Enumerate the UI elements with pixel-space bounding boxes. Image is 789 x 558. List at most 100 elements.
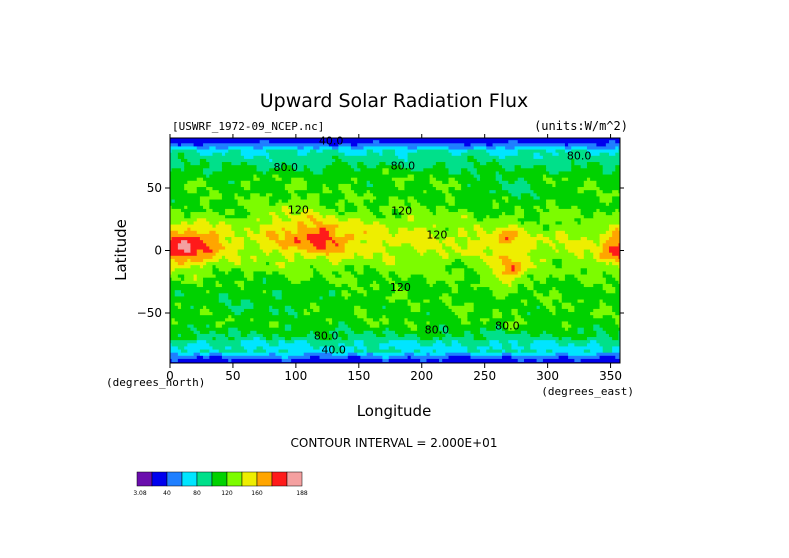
- heatmap-cell: [454, 198, 494, 203]
- heatmap-cell: [193, 277, 198, 281]
- heatmap-cell: [265, 170, 314, 175]
- heatmap-cell: [344, 211, 374, 216]
- heatmap-cell: [536, 305, 541, 309]
- heatmap-cell: [379, 283, 396, 288]
- heatmap-cell: [225, 245, 245, 250]
- heatmap-cell: [278, 214, 289, 219]
- heatmap-cell: [388, 355, 409, 359]
- heatmap-cell: [247, 277, 254, 281]
- heatmap-cell: [184, 292, 220, 297]
- heatmap-cell: [190, 327, 198, 331]
- heatmap-cell: [237, 248, 264, 253]
- heatmap-cell: [325, 255, 355, 259]
- heatmap-cell: [363, 270, 380, 275]
- heatmap-cell: [426, 248, 437, 253]
- heatmap-cell: [350, 270, 358, 275]
- heatmap-cell: [479, 327, 487, 331]
- heatmap-cell: [366, 148, 374, 153]
- heatmap-cell: [240, 180, 251, 184]
- heatmap-cell: [171, 270, 214, 275]
- heatmap-cell: [546, 305, 557, 309]
- heatmap-cell: [388, 242, 402, 247]
- heatmap-cell: [347, 161, 358, 166]
- heatmap-cell: [231, 239, 245, 244]
- heatmap-cell: [602, 314, 613, 319]
- heatmap-cell: [376, 164, 402, 169]
- heatmap-cell: [605, 142, 620, 147]
- heatmap-cell: [212, 267, 220, 272]
- heatmap-cell: [454, 311, 468, 316]
- heatmap-cell: [269, 323, 280, 328]
- heatmap-cell: [505, 295, 538, 300]
- heatmap-cell: [586, 148, 620, 153]
- heatmap-cell: [335, 230, 365, 234]
- heatmap-cell: [615, 311, 620, 316]
- heatmap-cell: [316, 267, 346, 272]
- heatmap-cell: [429, 180, 443, 184]
- heatmap-cell: [498, 170, 550, 175]
- heatmap-cell: [533, 189, 579, 194]
- heatmap-cell: [445, 333, 453, 338]
- heatmap-cell: [297, 148, 311, 153]
- heatmap-cell: [338, 142, 352, 147]
- heatmap-cell: [281, 164, 292, 169]
- heatmap-cell: [382, 255, 396, 259]
- heatmap-cell: [398, 333, 406, 338]
- heatmap-cell: [432, 348, 437, 353]
- heatmap-cell: [417, 198, 446, 203]
- heatmap-cell: [542, 239, 553, 244]
- heatmap-cell: [209, 198, 239, 203]
- heatmap-cell: [517, 339, 535, 344]
- heatmap-cell: [583, 348, 591, 353]
- heatmap-cell: [517, 311, 528, 316]
- heatmap-cell: [608, 333, 620, 338]
- heatmap-cell: [363, 317, 374, 322]
- heatmap-cell: [332, 239, 336, 244]
- heatmap-cell: [250, 195, 270, 200]
- heatmap-cell: [240, 286, 245, 291]
- heatmap-cell: [206, 323, 210, 328]
- heatmap-cell: [203, 177, 254, 181]
- heatmap-cell: [413, 245, 443, 250]
- heatmap-cell: [413, 227, 428, 231]
- heatmap-cell: [404, 202, 412, 206]
- heatmap-cell: [564, 230, 607, 234]
- heatmap-cell: [539, 298, 553, 303]
- heatmap-cell: [486, 161, 500, 166]
- heatmap-cell: [170, 192, 210, 197]
- heatmap-cell: [366, 239, 384, 244]
- heatmap-cell: [527, 330, 544, 334]
- heatmap-cell: [199, 152, 214, 156]
- heatmap-cell: [498, 161, 572, 166]
- heatmap-cell: [363, 339, 390, 344]
- heatmap-cell: [615, 277, 620, 281]
- heatmap-cell: [284, 339, 295, 344]
- heatmap-cell: [612, 273, 620, 278]
- heatmap-cell: [520, 261, 535, 266]
- heatmap-cell: [357, 142, 465, 147]
- heatmap-cell: [464, 333, 475, 338]
- heatmap-cell: [294, 239, 302, 244]
- heatmap-cell: [501, 186, 531, 191]
- heatmap-cell: [492, 267, 506, 272]
- heatmap-cell: [310, 311, 355, 316]
- heatmap-cell: [407, 214, 415, 219]
- heatmap-cell: [501, 348, 506, 353]
- heatmap-cell: [492, 205, 500, 209]
- heatmap-cell: [618, 264, 620, 269]
- heatmap-cell: [457, 314, 468, 319]
- heatmap-cell: [558, 239, 594, 244]
- heatmap-cell: [517, 283, 525, 288]
- heatmap-cell: [253, 348, 267, 353]
- heatmap-cell: [199, 195, 223, 200]
- heatmap-cell: [372, 252, 384, 256]
- heatmap-cell: [203, 280, 217, 284]
- heatmap-cell: [344, 198, 349, 203]
- heatmap-cell: [338, 270, 352, 275]
- heatmap-cell: [196, 336, 214, 341]
- heatmap-cell: [256, 258, 289, 263]
- heatmap-cell: [366, 180, 371, 184]
- heatmap-cell: [294, 252, 302, 256]
- heatmap-cell: [338, 183, 352, 188]
- heatmap-cell: [561, 323, 572, 328]
